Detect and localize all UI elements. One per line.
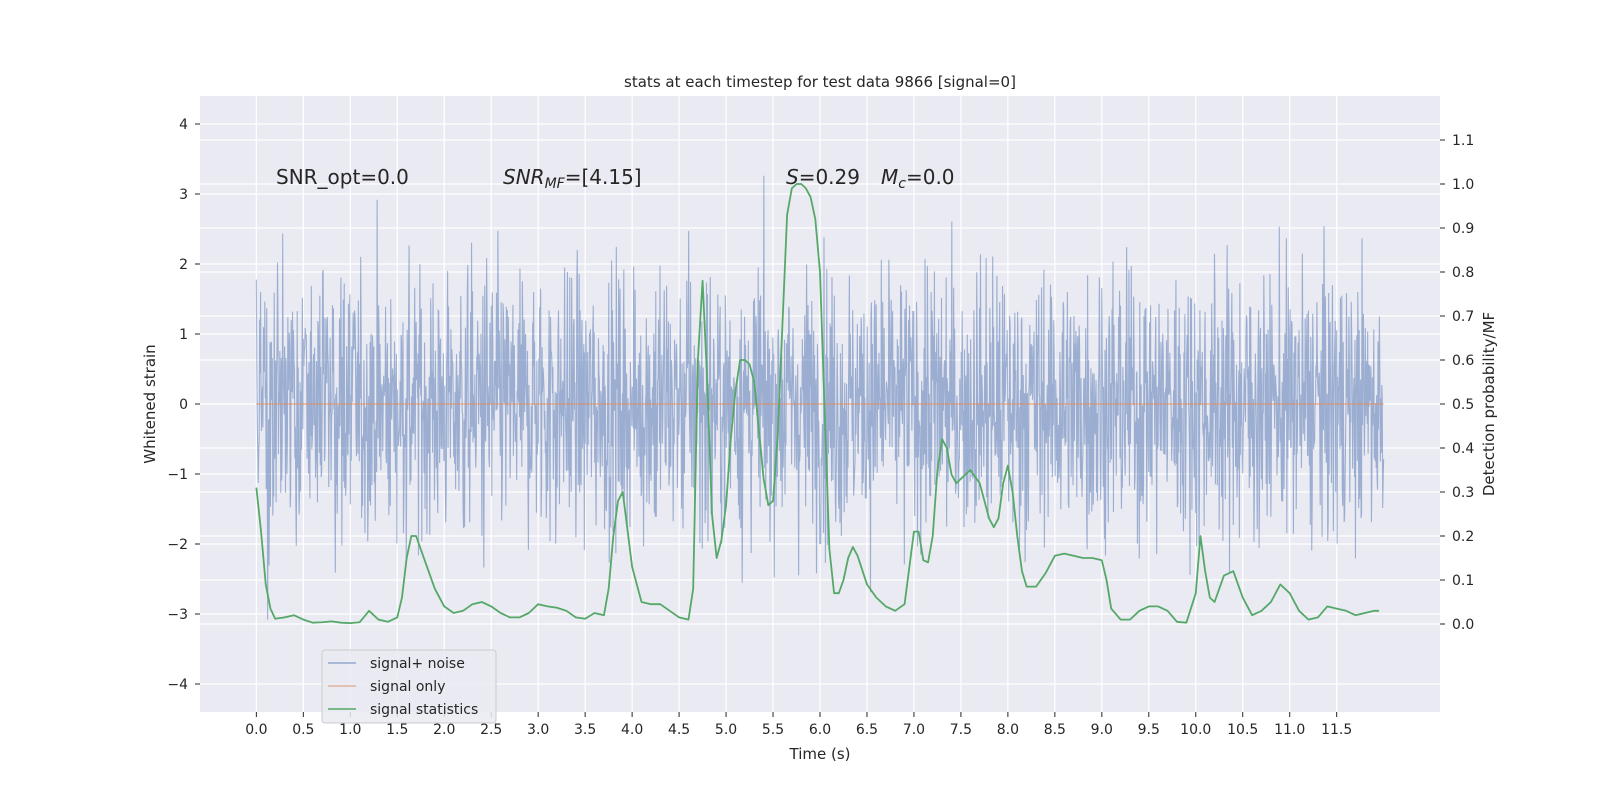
y2-tick-label: 0.0 xyxy=(1452,617,1474,633)
x-tick-label: 5.5 xyxy=(762,722,784,738)
signal-statistics-line xyxy=(255,183,1379,625)
legend-label-signal-only: signal only xyxy=(370,679,445,695)
x-tick-label: 3.5 xyxy=(574,722,596,738)
annotation-mc-value: =0.0 xyxy=(906,165,955,189)
series-signal-plus-noise xyxy=(255,175,1385,620)
y-tick-label: −1 xyxy=(167,467,188,483)
y-tick-label: 2 xyxy=(179,257,188,273)
x-tick-label: 7.5 xyxy=(950,722,972,738)
annotations: SNR_opt=0.0 SNRMF=[4.15] S=0.29 Mc=0.0 xyxy=(276,165,955,192)
annotation-mc: Mc=0.0 xyxy=(881,165,955,192)
x-tick-label: 8.0 xyxy=(997,722,1019,738)
x-tick-label: 4.5 xyxy=(668,722,690,738)
annotation-s-value: =0.29 xyxy=(799,165,860,189)
y2-axis-title: Detection probability/MF xyxy=(1480,312,1498,496)
chart-title: stats at each timestep for test data 986… xyxy=(624,73,1016,91)
annotation-snr-mf-sub: MF xyxy=(545,176,566,192)
x-tick-label: 8.5 xyxy=(1044,722,1066,738)
y2-tick-label: 0.2 xyxy=(1452,529,1474,545)
y-tick-label: −3 xyxy=(167,607,188,623)
annotation-snr-opt: SNR_opt=0.0 xyxy=(276,165,409,189)
annotation-snr-mf-value: =[4.15] xyxy=(565,165,642,189)
x-tick-label: 10.5 xyxy=(1227,722,1258,738)
y2-tick-label: 0.7 xyxy=(1452,309,1474,325)
x-tick-label: 9.0 xyxy=(1091,722,1113,738)
x-tick-label: 0.0 xyxy=(245,722,267,738)
x-tick-label: 11.0 xyxy=(1274,722,1305,738)
x-tick-label: 5.0 xyxy=(715,722,737,738)
x-tick-label: 3.0 xyxy=(527,722,549,738)
x-tick-label: 4.0 xyxy=(621,722,643,738)
y2-tick-label: 1.0 xyxy=(1452,177,1474,193)
x-axis-title: Time (s) xyxy=(789,745,851,763)
y-tick-label: 0 xyxy=(179,397,188,413)
y2-tick-label: 0.6 xyxy=(1452,353,1474,369)
y2-tick-label: 0.4 xyxy=(1452,441,1474,457)
y2-tick-label: 0.9 xyxy=(1452,221,1474,237)
y2-tick-label: 1.1 xyxy=(1452,133,1474,149)
legend-label-signal-plus-noise: signal+ noise xyxy=(370,656,465,672)
y-tick-label: −2 xyxy=(167,537,188,553)
y2-tick-label: 0.1 xyxy=(1452,573,1474,589)
x-tick-label: 1.0 xyxy=(339,722,361,738)
x-tick-label: 2.5 xyxy=(480,722,502,738)
signal-plus-noise-line xyxy=(255,175,1385,620)
y-axis-left: 4 3 2 1 0 −1 −2 −3 −4 xyxy=(167,117,200,693)
x-axis: 0.0 0.5 1.0 1.5 2.0 2.5 3.0 3.5 4.0 4.5 5.0 5.5 6.0 6… xyxy=(245,712,1352,738)
y-tick-label: 4 xyxy=(179,117,188,133)
annotation-snr-mf: SNRMF=[4.15] xyxy=(503,165,642,192)
y-tick-label: −4 xyxy=(167,677,188,693)
x-tick-label: 2.0 xyxy=(433,722,455,738)
y2-tick-label: 0.3 xyxy=(1452,485,1474,501)
annotation-s-var: S xyxy=(786,165,799,189)
annotation-s: S=0.29 xyxy=(786,165,860,189)
y-axis-right: 1.1 1.0 0.9 0.8 0.7 0.6 0.5 0.4 0.3 0.2 0.1 0.0 xyxy=(1440,133,1474,633)
annotation-mc-sub: c xyxy=(898,176,906,192)
annotation-snr-mf-var: SNR xyxy=(503,165,545,189)
legend: signal+ noise signal only signal statist… xyxy=(321,649,497,724)
x-tick-label: 1.5 xyxy=(386,722,408,738)
legend-label-signal-statistics: signal statistics xyxy=(370,702,478,718)
x-tick-label: 9.5 xyxy=(1138,722,1160,738)
x-tick-label: 10.0 xyxy=(1180,722,1211,738)
y-tick-label: 1 xyxy=(179,327,188,343)
x-tick-label: 11.5 xyxy=(1321,722,1352,738)
x-tick-label: 7.0 xyxy=(903,722,925,738)
annotation-mc-var: M xyxy=(881,165,898,189)
y-tick-label: 3 xyxy=(179,187,188,203)
y2-tick-label: 0.8 xyxy=(1452,265,1474,281)
x-tick-label: 6.0 xyxy=(809,722,831,738)
series-signal-statistics xyxy=(255,183,1379,625)
x-tick-label: 6.5 xyxy=(856,722,878,738)
x-tick-label: 0.5 xyxy=(292,722,314,738)
y-axis-title: Whitened strain xyxy=(141,344,159,463)
legend-box xyxy=(321,649,497,724)
y2-tick-label: 0.5 xyxy=(1452,397,1474,413)
